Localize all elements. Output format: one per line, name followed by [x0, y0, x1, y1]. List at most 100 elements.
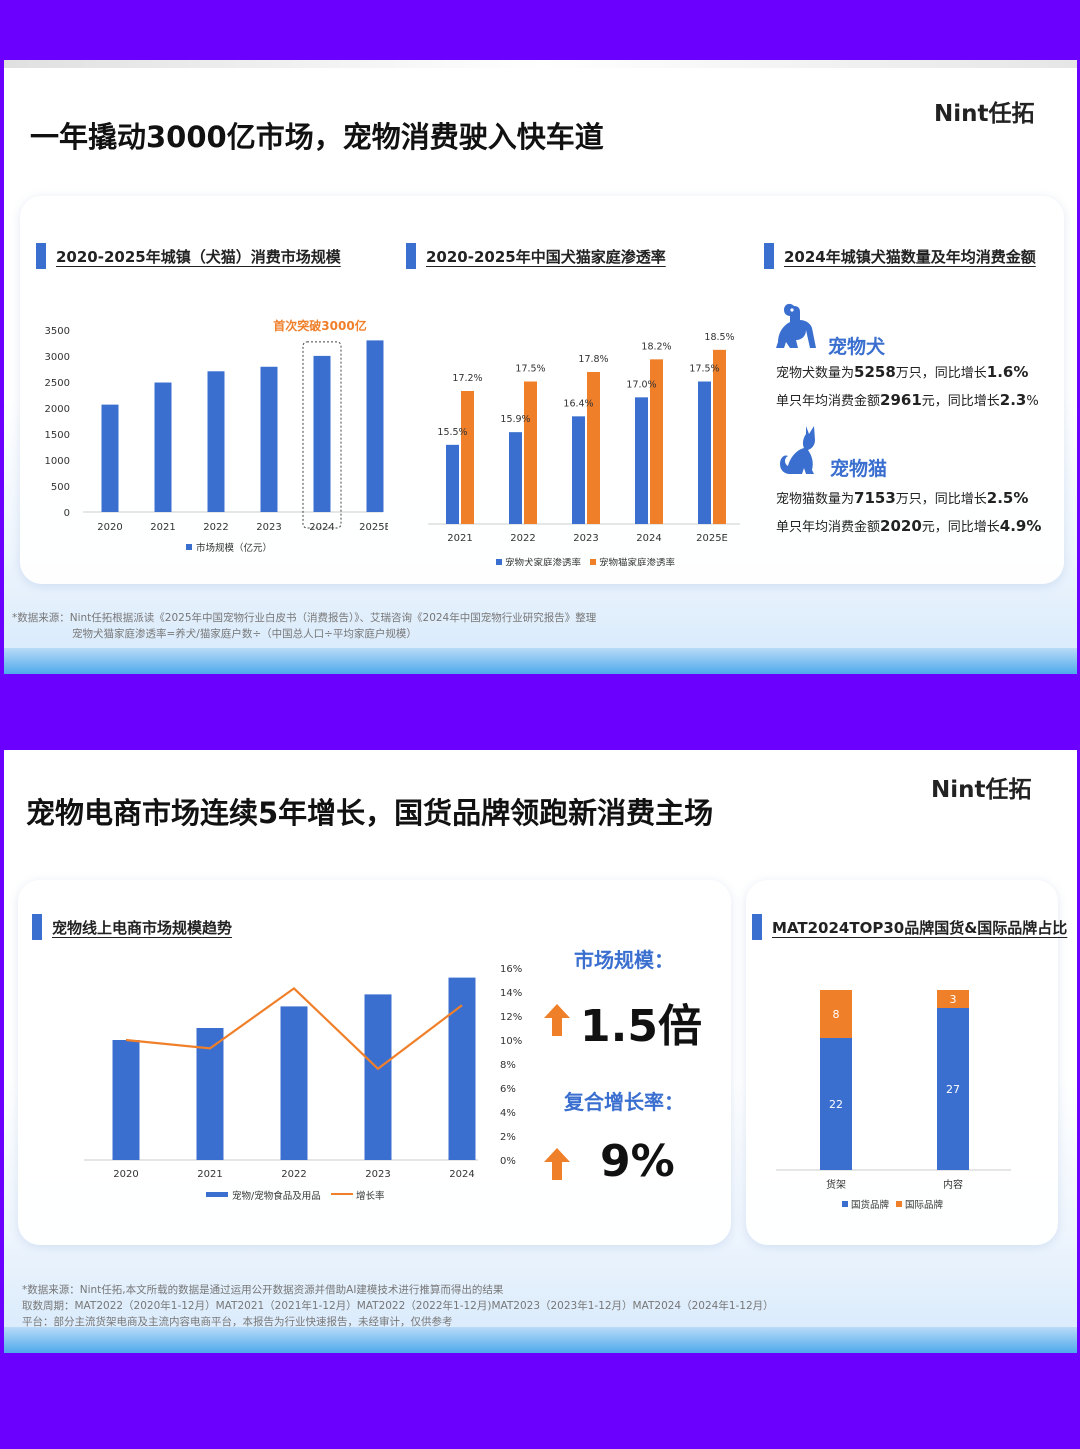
data-label-international: 8 — [833, 1008, 840, 1021]
heading-text: 2020-2025年中国犬猫家庭渗透率 — [426, 247, 666, 266]
bar-cat — [524, 381, 537, 524]
market-scale-label: 市场规模： — [574, 948, 674, 972]
chart-annotation: 首次突破3000亿 — [273, 318, 366, 333]
bar — [207, 371, 225, 512]
bar — [280, 1006, 308, 1160]
heading-text: MAT2024TOP30品牌国货&国际品牌占比 — [772, 918, 1068, 937]
charts-panel: 2020-2025年城镇（犬猫）消费市场规模 0 500 1000 1500 2000 2… — [20, 196, 1064, 584]
x-tick-label: 货架 — [826, 1178, 846, 1191]
dog-count-value: 5258 — [854, 363, 896, 381]
bar-cat — [650, 359, 663, 524]
source-note-formula: 宠物犬猫家庭渗透率=养犬/猫家庭户数÷（中国总人口÷平均家庭户规模） — [72, 628, 417, 640]
dog-count-growth: 1.6% — [986, 363, 1029, 381]
bar-cat — [713, 349, 726, 524]
legend-swatch-domestic — [842, 1201, 848, 1207]
brand-logo: Nint任拓 — [931, 777, 1032, 803]
heading-text: 2024年城镇犬猫数量及年均消费金额 — [784, 247, 1036, 266]
bar-cat — [461, 391, 474, 524]
text-part: 万只，同比增长 — [895, 492, 987, 507]
slide-title: 一年撬动3000亿市场，宠物消费驶入快车道 — [30, 120, 604, 154]
data-label-cat: 18.2% — [641, 341, 671, 352]
cat-count-value: 7153 — [854, 489, 896, 507]
bar-international — [820, 990, 852, 1038]
bar-cat — [587, 372, 600, 524]
legend-label-bar: 宠物/宠物食品及用品 — [232, 1190, 321, 1202]
x-tick-label: 2021 — [150, 522, 175, 533]
bottom-band — [4, 648, 1077, 674]
y2-tick-label: 6% — [500, 1084, 516, 1095]
x-tick-label: 2021 — [197, 1169, 222, 1180]
slide-title: 宠物电商市场连续5年增长，国货品牌领跑新消费主场 — [26, 796, 714, 830]
legend-label-line: 增长率 — [356, 1190, 385, 1202]
x-tick-label: 2025E — [696, 533, 728, 544]
y-tick-label: 1000 — [45, 456, 70, 467]
data-label-domestic: 22 — [829, 1098, 843, 1111]
text-part: 万只，同比增长 — [895, 366, 987, 381]
text-part: 单只年均消费金额 — [776, 520, 881, 535]
heading-text: 2020-2025年城镇（犬猫）消费市场规模 — [56, 247, 341, 266]
y2-tick-label: 12% — [500, 1012, 522, 1023]
bar — [366, 340, 384, 512]
text-part: 单只年均消费金额 — [776, 394, 881, 409]
bar-dog — [698, 381, 711, 524]
x-tick-label: 2025E — [359, 522, 388, 533]
bottom-band — [4, 1327, 1077, 1353]
legend-swatch-bar — [206, 1192, 228, 1197]
dog-title: 宠物犬 — [828, 336, 886, 358]
dog-spend-line: 单只年均消费金额2961元，同比增长2.3% — [776, 390, 1039, 409]
y2-tick-label: 14% — [500, 988, 522, 999]
data-label-dog: 17.0% — [626, 379, 656, 390]
y-tick-label: 1500 — [45, 430, 70, 441]
ecommerce-combo-chart: 16% 14% 12% 10% 8% 6% 4% 2% 0% 2020 2021 2022 2023 20… — [84, 964, 522, 1202]
y-tick-label: 500 — [51, 482, 70, 493]
y2-tick-label: 8% — [500, 1060, 516, 1071]
cat-icon — [780, 426, 815, 474]
x-tick-label: 2022 — [510, 533, 535, 544]
source-note: *数据来源：Nint任拓根据派读《2025年中国宠物行业白皮书（消费报告）》、艾… — [12, 612, 597, 624]
bar — [313, 355, 331, 512]
penetration-bar-chart: 15.5% 17.2% 2021 15.9% 17.5% 2022 16.4% 17.8% 20… — [428, 332, 740, 566]
x-tick-label: 2020 — [97, 522, 122, 533]
x-tick-label: 2022 — [203, 522, 228, 533]
y2-tick-label: 0% — [500, 1156, 516, 1167]
bar-domestic — [820, 1038, 852, 1170]
up-arrow-icon — [544, 1004, 570, 1036]
y-tick-label: 2500 — [45, 378, 70, 389]
legend-swatch-dog — [496, 559, 502, 565]
section-heading-pet-counts: 2024年城镇犬猫数量及年均消费金额 — [764, 243, 1036, 269]
brand-logo: Nint任拓 — [934, 101, 1035, 127]
legend-swatch-international — [896, 1201, 902, 1207]
y2-tick-label: 16% — [500, 964, 522, 975]
x-tick-label: 2024 — [309, 522, 334, 533]
highlight-box — [302, 341, 342, 529]
bar-domestic — [937, 1008, 969, 1170]
data-label-international: 3 — [950, 993, 957, 1006]
bar-dog — [572, 416, 585, 524]
source-note-platform: 平台：部分主流货架电商及主流内容电商平台，本报告为行业快速报告，未经审计，仅供参… — [22, 1316, 453, 1328]
legend-label: 市场规模（亿元） — [196, 542, 272, 554]
cat-spend-growth: 4.9% — [999, 517, 1042, 535]
dog-count-line: 宠物犬数量为5258万只，同比增长1.6% — [776, 362, 1028, 381]
data-label-cat: 17.2% — [452, 373, 482, 384]
data-label-domestic: 27 — [946, 1083, 960, 1096]
cat-count-growth: 2.5% — [986, 489, 1029, 507]
x-tick-label: 2024 — [449, 1169, 474, 1180]
up-arrow-icon — [544, 1148, 570, 1180]
slide-market-scale: Nint任拓 一年撬动3000亿市场，宠物消费驶入快车道 2020-2025年城… — [4, 60, 1077, 674]
legend-label-cat: 宠物猫家庭渗透率 — [599, 557, 676, 566]
x-tick-label: 2021 — [447, 533, 472, 544]
y-tick-label: 3500 — [45, 326, 70, 337]
source-note-period: 取数周期：MAT2022（2020年1-12月）MAT2021（2021年1-1… — [22, 1300, 774, 1312]
x-tick-label: 2024 — [636, 533, 661, 544]
heading-accent-bar — [764, 243, 774, 269]
legend-label-international: 国际品牌 — [905, 1199, 944, 1211]
section-heading-market-size: 2020-2025年城镇（犬猫）消费市场规模 — [36, 243, 341, 269]
y-tick-label: 3000 — [45, 352, 70, 363]
text-part: % — [1026, 394, 1039, 409]
x-tick-label: 2023 — [365, 1169, 390, 1180]
bar-dog — [446, 444, 459, 524]
y2-tick-label: 2% — [500, 1132, 516, 1143]
x-tick-label: 2020 — [113, 1169, 138, 1180]
slide-ecommerce: Nint任拓 宠物电商市场连续5年增长，国货品牌领跑新消费主场 宠物线上电商市场… — [4, 750, 1077, 1353]
dog-icon — [776, 303, 816, 348]
